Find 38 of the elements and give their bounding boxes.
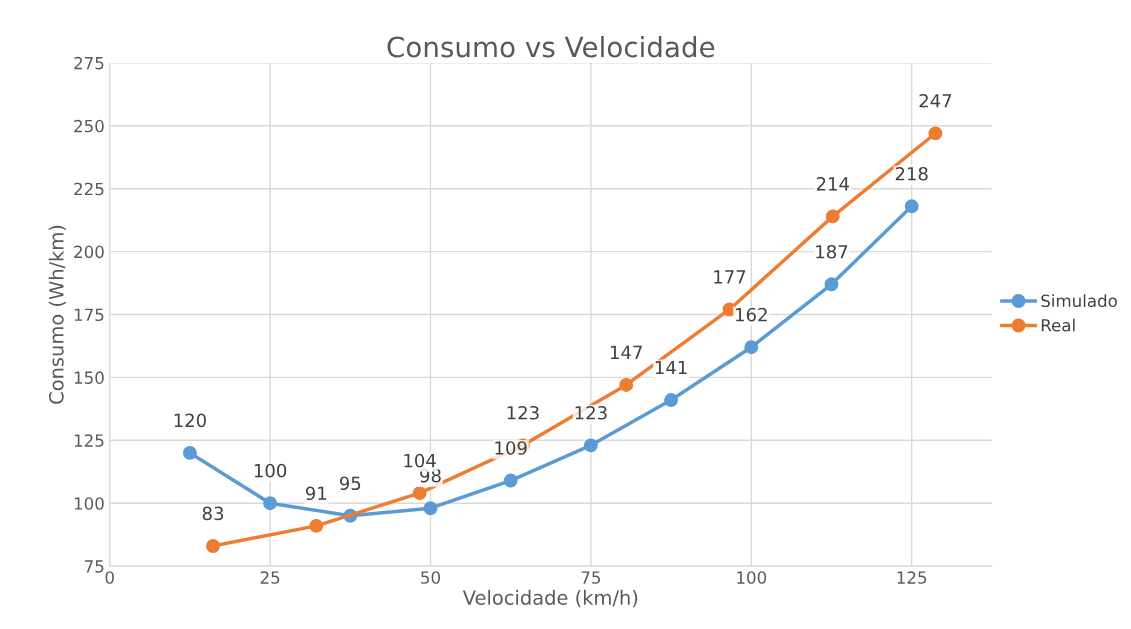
data-label: 95 [339,476,361,491]
chart-title: Consumo vs Velocidade [387,36,715,58]
y-tick-label: 125 [74,434,104,447]
y-tick-label: 175 [74,308,104,322]
data-label: 247 [919,93,952,108]
x-tick-label: 50 [421,571,440,584]
data-label: 218 [895,166,928,181]
data-label: 100 [254,463,287,478]
data-label: 109 [495,441,527,455]
data-label: 177 [714,270,746,284]
data-label: 98 [420,468,441,483]
data-label: 120 [174,413,206,428]
y-tick-label: 250 [74,119,104,133]
data-label: 83 [202,506,224,521]
y-tick-label: 200 [74,245,104,259]
data-label: 187 [816,244,848,259]
data-label: 91 [305,486,327,501]
legend-label: Real [1041,318,1075,332]
legend-label: Simulado [1041,294,1117,308]
x-tick-label: 0 [105,571,114,584]
x-tick-label: 125 [897,571,927,584]
data-label: 141 [655,360,687,375]
x-tick-label: 75 [581,571,601,584]
x-tick-label: 100 [737,571,767,584]
data-label: 214 [816,177,849,191]
y-tick-label: 150 [74,371,104,384]
y-tick-label: 75 [85,560,104,573]
data-label: 162 [736,307,767,322]
x-tick-label: 25 [260,571,280,584]
data-label: 123 [575,405,607,420]
y-tick-label: 100 [74,497,104,510]
y-tick-label: 275 [74,56,104,70]
data-label: 147 [610,345,642,359]
y-axis-title: Consumo (Wh/km) [48,225,66,404]
x-axis-title: Velocidade (km/h) [462,589,638,608]
data-label: 123 [507,405,539,420]
data-label: 104 [404,453,436,468]
y-tick-label: 225 [74,182,104,196]
